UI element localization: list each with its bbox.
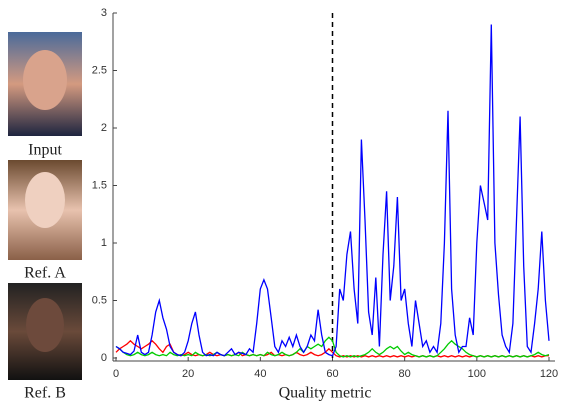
y-tick-label: 0	[101, 352, 107, 364]
y-tick-label: 3	[101, 7, 107, 19]
image-label: Ref. A	[24, 265, 66, 282]
x-tick-label: 20	[182, 368, 194, 380]
x-tick-label: 120	[540, 368, 558, 380]
x-tick-label: 80	[399, 368, 411, 380]
y-tick-label: 2.5	[92, 64, 107, 76]
x-axis-label: Quality metric	[279, 385, 372, 402]
x-tick-label: 0	[113, 368, 119, 380]
plot: 0 0.5 1 1.5 2 2.5 3 0 20 40 60 80 100 120	[92, 7, 558, 380]
series-line	[115, 24, 550, 357]
y-tick-label: 1	[101, 237, 107, 249]
image-label: Ref. B	[24, 385, 66, 402]
series-line	[115, 336, 550, 358]
face	[23, 50, 67, 110]
x-tick-label: 60	[326, 368, 338, 380]
face	[26, 298, 64, 352]
image-label: Input	[28, 142, 62, 159]
y-tick-label: 1.5	[92, 179, 107, 191]
y-tick-label: 0.5	[92, 294, 107, 306]
face	[25, 172, 65, 228]
x-tick-label: 40	[254, 368, 266, 380]
x-tick-label: 100	[468, 368, 486, 380]
y-tick-label: 2	[101, 122, 107, 134]
